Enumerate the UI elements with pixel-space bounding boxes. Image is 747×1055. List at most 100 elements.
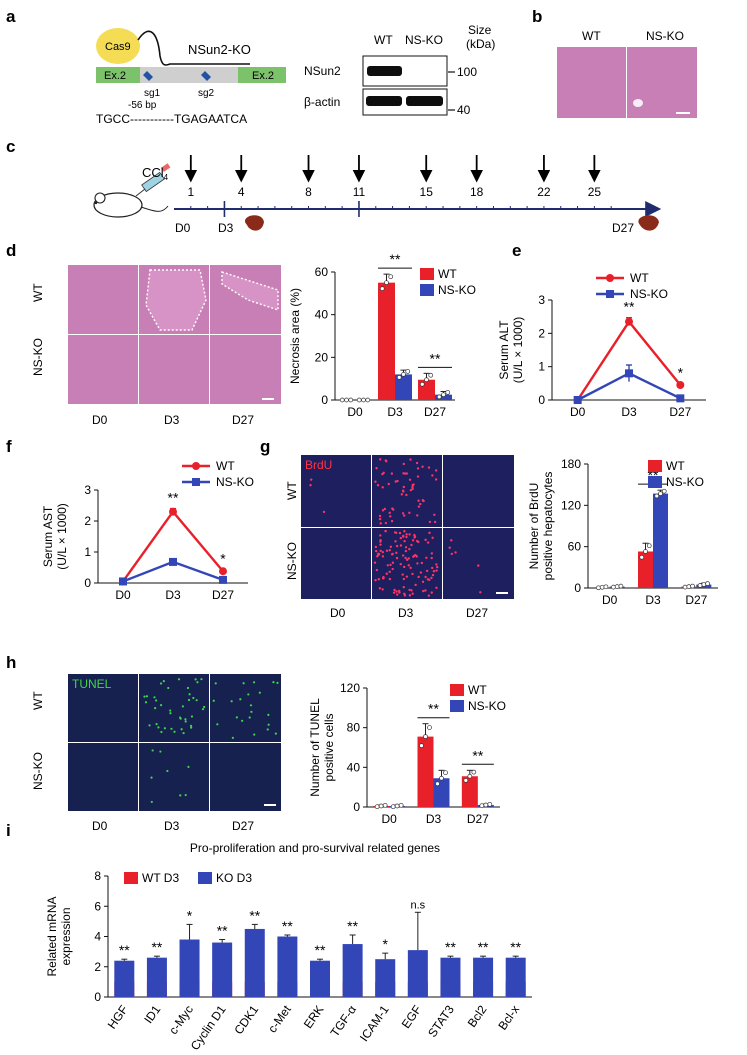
panel-letter-c: c [6, 137, 15, 156]
y-tick-label: 0 [94, 990, 101, 1004]
y-tick-label: 0 [84, 576, 91, 590]
brdu-nucleus [395, 556, 399, 560]
he-ko-d3 [139, 335, 209, 404]
y-tick-label: 8 [94, 869, 101, 883]
tunel-cell [166, 769, 169, 773]
x-tick-label: ERK [301, 1003, 327, 1031]
significance-label: ** [249, 907, 260, 923]
timeline-ticks [190, 201, 612, 217]
legend-label: NS-KO [630, 287, 668, 301]
brdu-nucleus [409, 566, 412, 570]
panel-d-he-grid: WT NS-KO D0 D3 D27 [31, 265, 281, 427]
mouse-icon [93, 192, 169, 218]
y-axis-label-2: (U/L × 1000) [511, 317, 525, 384]
data-point [219, 567, 227, 576]
data-point [603, 584, 609, 590]
brdu-nucleus [381, 509, 385, 512]
wb-size-header: Size [468, 23, 492, 37]
data-point [618, 583, 624, 589]
brdu-nucleus [431, 566, 434, 570]
chart-d-necrosis: 0 20 40 60 Necrosis area (%) D0 D3 D27 ** ** WT NS-… [288, 251, 476, 419]
data-point [483, 802, 489, 808]
grid-g-col-d27: D27 [466, 606, 488, 620]
brdu-nucleus [428, 578, 431, 582]
legend-label: WT [468, 683, 487, 697]
brdu-nucleus [373, 561, 377, 564]
brdu-nucleus [387, 482, 390, 486]
tunel-cell [190, 715, 194, 718]
brdu-nucleus [399, 562, 402, 566]
brdu-nucleus [388, 570, 391, 574]
brdu-nucleus [409, 458, 412, 461]
brdu-nucleus [309, 484, 312, 487]
data-point [686, 584, 692, 589]
x-tick-label: HGF [105, 1003, 131, 1032]
brdu-nucleus [394, 531, 398, 534]
brdu-nucleus [416, 562, 419, 565]
y-tick-label: 20 [315, 350, 329, 364]
brdu-nucleus [404, 556, 407, 560]
legend-marker [192, 462, 200, 470]
brdu-nucleus [419, 502, 422, 506]
tunel-cell [163, 727, 166, 730]
wb-band-nsun2-wt [367, 66, 402, 76]
data-point [436, 394, 442, 400]
grid-d-row-ko: NS-KO [31, 338, 45, 376]
brdu-nucleus [401, 573, 404, 576]
tunel-cell [266, 728, 269, 731]
brdu-nucleus [375, 549, 378, 553]
panel-letter-f: f [6, 437, 12, 456]
brdu-nucleus [411, 487, 414, 491]
y-axis-label: Serum AST [41, 505, 55, 567]
brdu-nucleus [403, 472, 407, 475]
legend-label: KO D3 [216, 871, 252, 885]
tunel-cell [150, 776, 153, 779]
tunel-ko-d27 [210, 743, 281, 811]
y-tick-label: 4 [94, 930, 101, 944]
y-tick-label: 0 [353, 800, 360, 814]
significance-label: n.s [411, 899, 426, 911]
y-tick-label: 3 [538, 293, 545, 307]
injection-day-label: 4 [238, 185, 245, 199]
tunel-cell [267, 713, 270, 716]
brdu-nucleus [405, 558, 409, 562]
brdu-nucleus [382, 575, 385, 579]
tunel-cell [187, 765, 190, 769]
tunel-cell [194, 678, 197, 681]
tunel-positive-cells [143, 678, 279, 804]
brdu-nucleus [428, 531, 431, 535]
brdu-nucleus [416, 467, 420, 470]
brdu-nucleus [421, 499, 425, 502]
tunel-cell [169, 712, 172, 715]
x-tick-label: D0 [347, 405, 363, 419]
data-point [467, 773, 473, 779]
brdu-nucleus [432, 570, 436, 573]
significance-label: ** [428, 701, 439, 717]
brdu-nucleus [416, 514, 419, 517]
brdu-nucleus [381, 486, 384, 489]
brdu-nucleus [416, 475, 420, 478]
brdu-nucleus [401, 489, 405, 492]
brdu-nucleus [422, 589, 425, 593]
tunel-cell [231, 736, 234, 739]
brdu-nucleus [398, 531, 402, 535]
brdu-nucleus [411, 572, 414, 576]
data-point [427, 725, 432, 730]
data-point [625, 369, 633, 378]
legend-swatch [198, 872, 212, 884]
brdu-nucleus [408, 594, 412, 597]
brdu-nucleus [402, 585, 405, 589]
data-point [388, 274, 394, 280]
x-tick-label: D3 [645, 593, 661, 607]
brdu-nucleus [413, 533, 416, 537]
brdu-nucleus [374, 578, 377, 582]
panel-g-brdu-grid: WT NS-KO BrdU D0 D3 D27 [285, 455, 514, 620]
y-tick-label: 2 [94, 960, 101, 974]
brdu-nucleus [390, 519, 394, 523]
legend-label: NS-KO [216, 475, 254, 489]
data-point [169, 557, 177, 566]
construct-label: NSun2-KO [188, 42, 251, 57]
grid-h-col-d0: D0 [92, 819, 108, 833]
